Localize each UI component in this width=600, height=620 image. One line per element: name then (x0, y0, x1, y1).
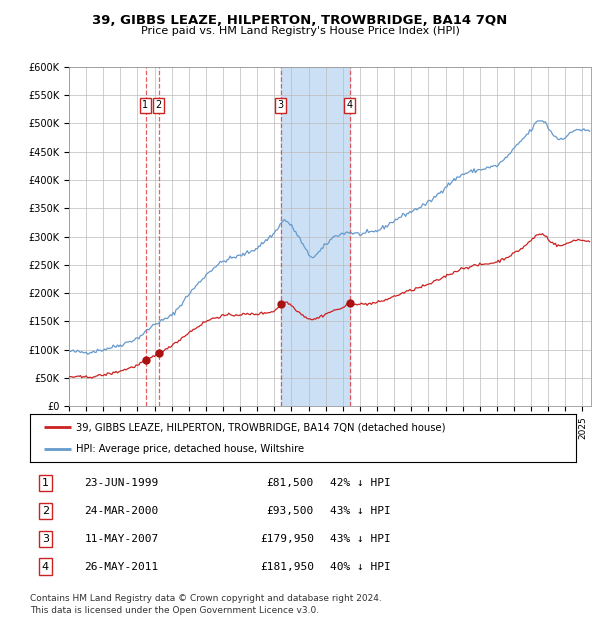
Text: 2: 2 (155, 100, 161, 110)
Text: 39, GIBBS LEAZE, HILPERTON, TROWBRIDGE, BA14 7QN (detached house): 39, GIBBS LEAZE, HILPERTON, TROWBRIDGE, … (76, 422, 446, 432)
Text: 24-MAR-2000: 24-MAR-2000 (85, 506, 159, 516)
Text: 39, GIBBS LEAZE, HILPERTON, TROWBRIDGE, BA14 7QN: 39, GIBBS LEAZE, HILPERTON, TROWBRIDGE, … (92, 14, 508, 27)
Text: 4: 4 (347, 100, 353, 110)
Text: 3: 3 (42, 534, 49, 544)
Text: 23-JUN-1999: 23-JUN-1999 (85, 478, 159, 488)
Text: 2: 2 (42, 506, 49, 516)
Text: £179,950: £179,950 (260, 534, 314, 544)
Bar (281, 67, 350, 406)
Text: HPI: Average price, detached house, Wiltshire: HPI: Average price, detached house, Wilt… (76, 444, 305, 454)
Text: Price paid vs. HM Land Registry's House Price Index (HPI): Price paid vs. HM Land Registry's House … (140, 26, 460, 36)
Text: 3: 3 (277, 100, 284, 110)
Text: 1: 1 (42, 478, 49, 488)
Text: 1: 1 (142, 100, 149, 110)
Text: 26-MAY-2011: 26-MAY-2011 (85, 562, 159, 572)
Text: Contains HM Land Registry data © Crown copyright and database right 2024.: Contains HM Land Registry data © Crown c… (30, 594, 382, 603)
Text: 4: 4 (42, 562, 49, 572)
Text: £81,500: £81,500 (266, 478, 314, 488)
Text: 42% ↓ HPI: 42% ↓ HPI (331, 478, 391, 488)
Text: £93,500: £93,500 (266, 506, 314, 516)
Text: 43% ↓ HPI: 43% ↓ HPI (331, 506, 391, 516)
Text: This data is licensed under the Open Government Licence v3.0.: This data is licensed under the Open Gov… (30, 606, 319, 616)
Text: 40% ↓ HPI: 40% ↓ HPI (331, 562, 391, 572)
Text: 43% ↓ HPI: 43% ↓ HPI (331, 534, 391, 544)
Text: 11-MAY-2007: 11-MAY-2007 (85, 534, 159, 544)
Text: £181,950: £181,950 (260, 562, 314, 572)
